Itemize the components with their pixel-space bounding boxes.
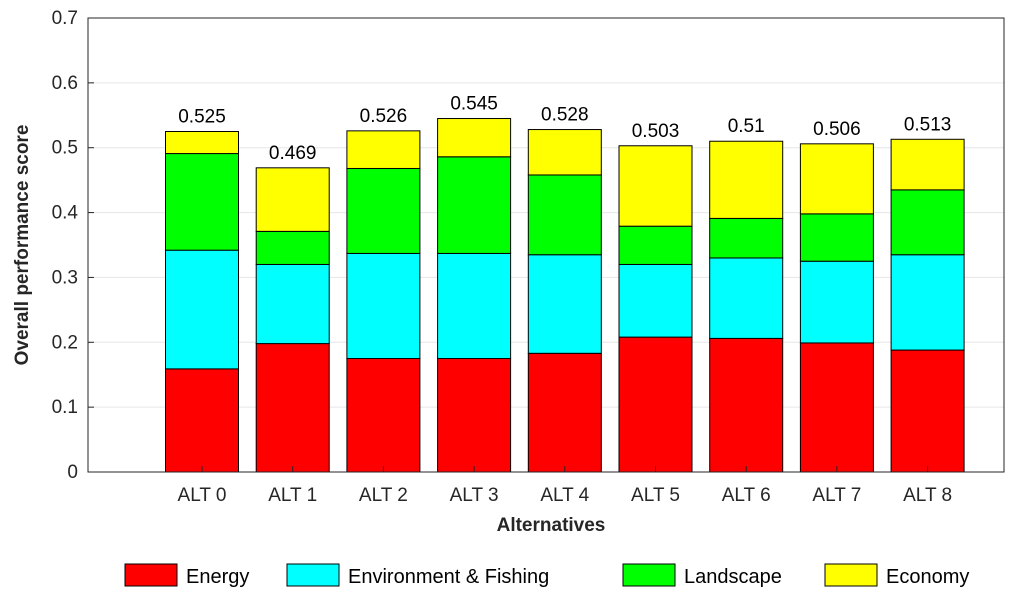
total-value-label: 0.526 (360, 106, 408, 127)
bar-segment-economy (346, 130, 421, 169)
bar-segment-economy (165, 131, 239, 155)
legend: Energy Environment & Fishing Landscape Econ… (124, 563, 969, 588)
bar-segment-economy (437, 118, 512, 158)
x-tick-label: ALT 8 (903, 485, 952, 506)
legend-label: Economy (886, 566, 969, 588)
y-tick-label: 0.7 (52, 8, 78, 29)
bar-segment-energy (165, 368, 239, 473)
bar-segment-economy (709, 140, 784, 219)
bar-segment-landscape (255, 230, 330, 265)
bar-segment-energy (255, 343, 330, 473)
x-tick-label: ALT 6 (722, 485, 771, 506)
total-value-label: 0.525 (178, 107, 226, 128)
total-value-label: 0.513 (904, 114, 952, 135)
bar-segment-environment-fishing (527, 254, 602, 354)
legend-swatch (824, 563, 878, 587)
bar-segment-economy (255, 167, 330, 232)
bar-segment-environment-fishing (255, 263, 330, 345)
plot-frame (87, 17, 1005, 473)
x-tick-label: ALT 3 (450, 485, 499, 506)
bar-segment-economy (527, 129, 602, 176)
bar-segment-environment-fishing (346, 252, 421, 359)
legend-swatch (286, 563, 340, 587)
total-value-label: 0.51 (728, 116, 765, 137)
bar-segment-energy (346, 358, 421, 473)
y-tick-label: 0.6 (52, 73, 78, 94)
bar-segment-environment-fishing (709, 257, 784, 339)
y-tick-label: 0.5 (52, 138, 78, 159)
bar-segment-landscape (799, 213, 874, 262)
x-tick-label: ALT 2 (359, 485, 408, 506)
y-tick-label: 0.4 (52, 203, 79, 224)
legend-label: Environment & Fishing (348, 566, 549, 588)
y-tick-label: 0.2 (52, 332, 78, 353)
x-tick-label: ALT 4 (540, 485, 589, 506)
x-tick-label: ALT 1 (268, 485, 317, 506)
total-value-label: 0.503 (632, 121, 680, 142)
bar-segment-environment-fishing (890, 254, 965, 351)
y-tick-label: 0.3 (52, 267, 78, 288)
data-labels: 0.525 0.469 0.526 0.545 0.528 0.503 0.51 0.506 0… (178, 94, 951, 164)
bar-segment-environment-fishing (437, 252, 512, 359)
total-value-label: 0.545 (450, 94, 498, 115)
bar-segment-landscape (890, 189, 965, 256)
bar-segment-energy (799, 342, 874, 473)
bar-segment-energy (618, 336, 693, 473)
bar-segment-energy (437, 358, 512, 473)
bar-segment-energy (890, 349, 965, 473)
bar-segment-energy (527, 352, 602, 473)
bar-segment-economy (799, 143, 874, 215)
total-value-label: 0.528 (541, 105, 589, 126)
bar-segment-landscape (527, 174, 602, 256)
bar-segment-environment-fishing (618, 263, 693, 338)
bar-segment-energy (709, 337, 784, 473)
bars (165, 118, 965, 473)
legend-label: Energy (186, 566, 249, 588)
bar-segment-environment-fishing (165, 249, 239, 370)
x-tick-label: ALT 5 (631, 485, 680, 506)
bar-segment-landscape (346, 167, 421, 254)
legend-swatch (124, 563, 178, 587)
bar-segment-landscape (437, 156, 512, 254)
bar-segment-economy (618, 145, 693, 227)
legend-label: Landscape (684, 566, 782, 588)
bar-segment-landscape (618, 225, 693, 265)
total-value-label: 0.469 (269, 143, 317, 164)
bar-segment-environment-fishing (799, 260, 874, 344)
y-tick-label: 0 (67, 462, 78, 483)
x-axis-title: Alternatives (497, 515, 606, 536)
bar-segment-landscape (165, 153, 239, 251)
legend-swatch (622, 563, 676, 587)
x-tick-label: ALT 0 (178, 485, 227, 506)
x-tick-label: ALT 7 (812, 485, 861, 506)
bar-segment-economy (890, 138, 965, 191)
total-value-label: 0.506 (813, 119, 861, 140)
y-axis-title: Overall performance score (12, 125, 33, 366)
bar-segment-landscape (709, 217, 784, 259)
y-tick-label: 0.1 (52, 397, 78, 418)
axes: 0 0.1 0.2 0.3 0.4 0.5 0.6 0.7 ALT 0 ALT 1 ALT 2 ALT… (52, 8, 1005, 506)
